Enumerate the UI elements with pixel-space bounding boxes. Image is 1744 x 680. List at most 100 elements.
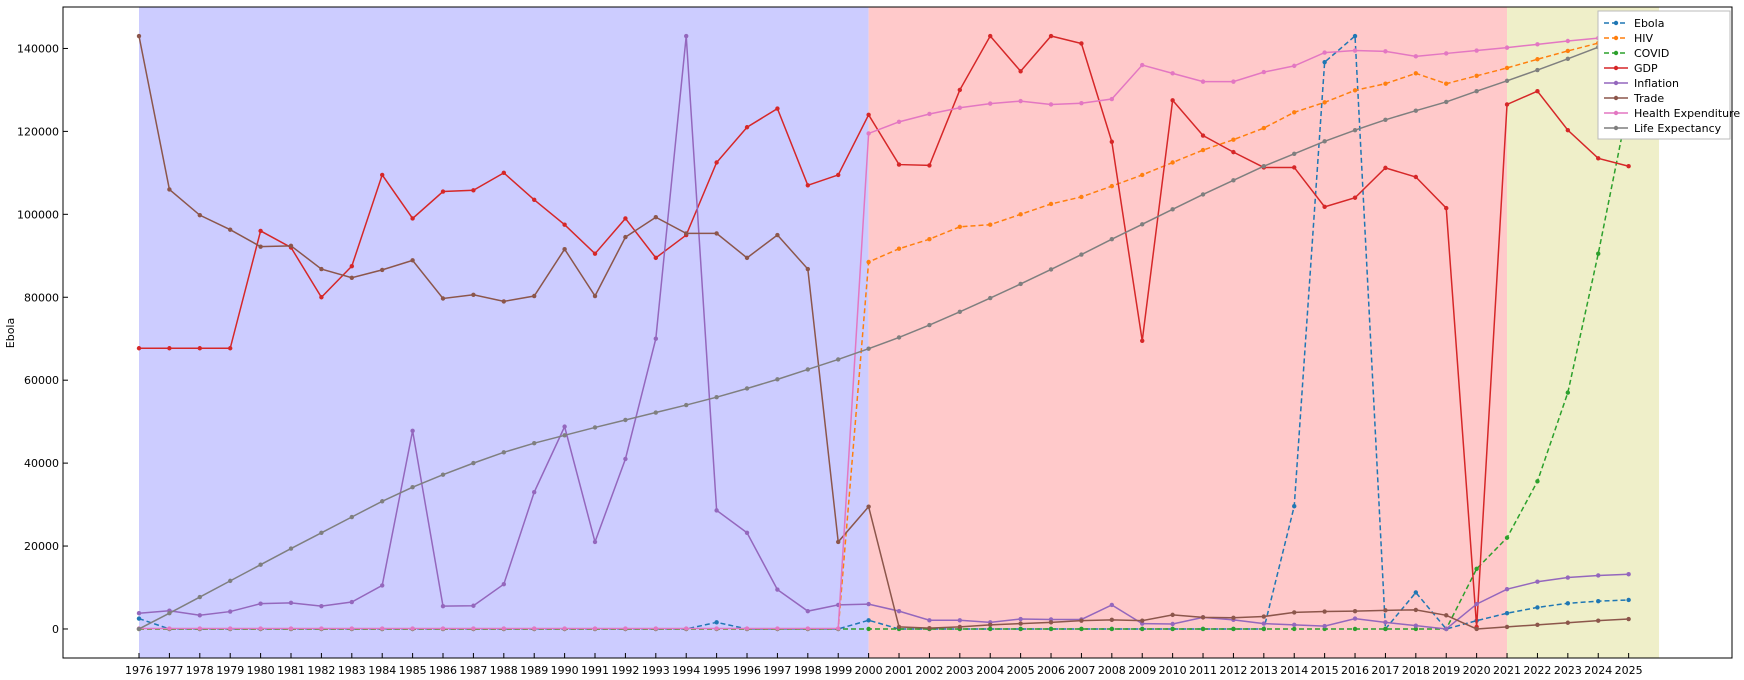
data-point	[380, 626, 385, 631]
data-point	[562, 626, 567, 631]
data-point	[1048, 267, 1054, 272]
data-point	[197, 594, 203, 600]
shaded-region	[868, 7, 1508, 658]
x-tick-label: 2001	[885, 664, 913, 677]
y-axis-label: Ebola	[4, 318, 17, 348]
data-point	[228, 346, 233, 351]
data-point	[927, 618, 932, 623]
x-tick-label: 1978	[186, 664, 214, 677]
data-point	[501, 626, 507, 631]
data-point	[319, 295, 324, 300]
data-point	[1292, 622, 1297, 628]
data-point	[592, 626, 598, 631]
data-point	[1444, 205, 1449, 211]
data-point	[1200, 615, 1206, 620]
x-tick-label: 2019	[1432, 664, 1460, 677]
data-point	[349, 275, 355, 280]
data-point	[623, 456, 628, 462]
x-tick-label: 2012	[1219, 664, 1247, 677]
data-point	[1109, 617, 1115, 623]
data-point	[1383, 81, 1388, 86]
data-point	[258, 601, 263, 606]
data-point	[319, 626, 324, 631]
data-point	[167, 187, 172, 192]
data-point	[1109, 139, 1115, 144]
y-tick-label: 120000	[17, 125, 59, 138]
data-point	[410, 626, 415, 631]
data-point	[988, 222, 993, 227]
data-point	[1079, 618, 1084, 623]
x-tick-label: 1990	[551, 664, 579, 677]
data-point	[1322, 100, 1327, 105]
data-point	[1200, 626, 1206, 632]
data-point	[896, 624, 902, 630]
data-point	[775, 377, 780, 382]
x-tick-label: 2007	[1067, 664, 1095, 677]
data-point	[1504, 611, 1510, 616]
data-point	[1504, 65, 1510, 71]
data-point	[866, 618, 871, 623]
legend-marker	[1613, 110, 1619, 116]
data-point	[714, 231, 719, 236]
legend-marker	[1613, 20, 1619, 26]
data-point	[136, 346, 142, 351]
data-point	[228, 626, 233, 631]
data-point	[744, 255, 750, 261]
data-point	[957, 309, 963, 314]
data-point	[410, 258, 415, 263]
x-tick-label: 2013	[1250, 664, 1278, 677]
data-point	[836, 539, 841, 545]
data-point	[1474, 626, 1479, 632]
data-point	[1596, 156, 1601, 161]
data-point	[1261, 621, 1267, 626]
data-point	[714, 626, 719, 631]
data-point	[1200, 147, 1206, 153]
x-tick-label: 2003	[946, 664, 974, 677]
data-point	[988, 626, 993, 632]
data-point	[1140, 338, 1145, 343]
data-point	[288, 600, 294, 606]
x-tick-label: 1996	[733, 664, 761, 677]
data-point	[1535, 42, 1540, 47]
data-point	[1352, 626, 1358, 632]
data-point	[349, 599, 355, 605]
x-tick-label: 2010	[1159, 664, 1187, 677]
data-point	[805, 183, 811, 188]
x-tick-label: 2008	[1098, 664, 1126, 677]
data-point	[1413, 590, 1419, 595]
legend-label: Ebola	[1634, 17, 1664, 30]
data-point	[1018, 616, 1023, 622]
data-point	[1170, 621, 1175, 627]
data-point	[1018, 98, 1023, 104]
data-point	[1535, 479, 1540, 484]
data-point	[471, 603, 476, 608]
x-tick-label: 1993	[642, 664, 670, 677]
data-point	[501, 170, 507, 176]
x-tick-label: 1979	[216, 664, 244, 677]
data-point	[592, 425, 598, 430]
data-point	[653, 626, 659, 631]
x-tick-label: 1995	[703, 664, 731, 677]
data-point	[1261, 69, 1267, 75]
data-point	[1413, 174, 1419, 180]
data-point	[1352, 48, 1358, 53]
data-point	[1292, 626, 1297, 632]
data-point	[1048, 102, 1054, 107]
data-point	[1140, 62, 1145, 68]
data-point	[805, 367, 811, 372]
data-point	[1626, 616, 1631, 622]
data-point	[1504, 45, 1510, 50]
legend-marker	[1613, 95, 1619, 101]
x-tick-label: 1998	[794, 664, 822, 677]
data-point	[1200, 79, 1206, 84]
data-point	[1231, 79, 1236, 84]
x-tick-label: 1984	[368, 664, 396, 677]
x-tick-label: 2011	[1189, 664, 1217, 677]
data-point	[1231, 137, 1236, 142]
x-tick-label: 1987	[459, 664, 487, 677]
data-point	[1565, 56, 1571, 62]
data-point	[1322, 623, 1327, 629]
y-tick-label: 100000	[17, 208, 59, 221]
x-tick-label: 2002	[915, 664, 943, 677]
